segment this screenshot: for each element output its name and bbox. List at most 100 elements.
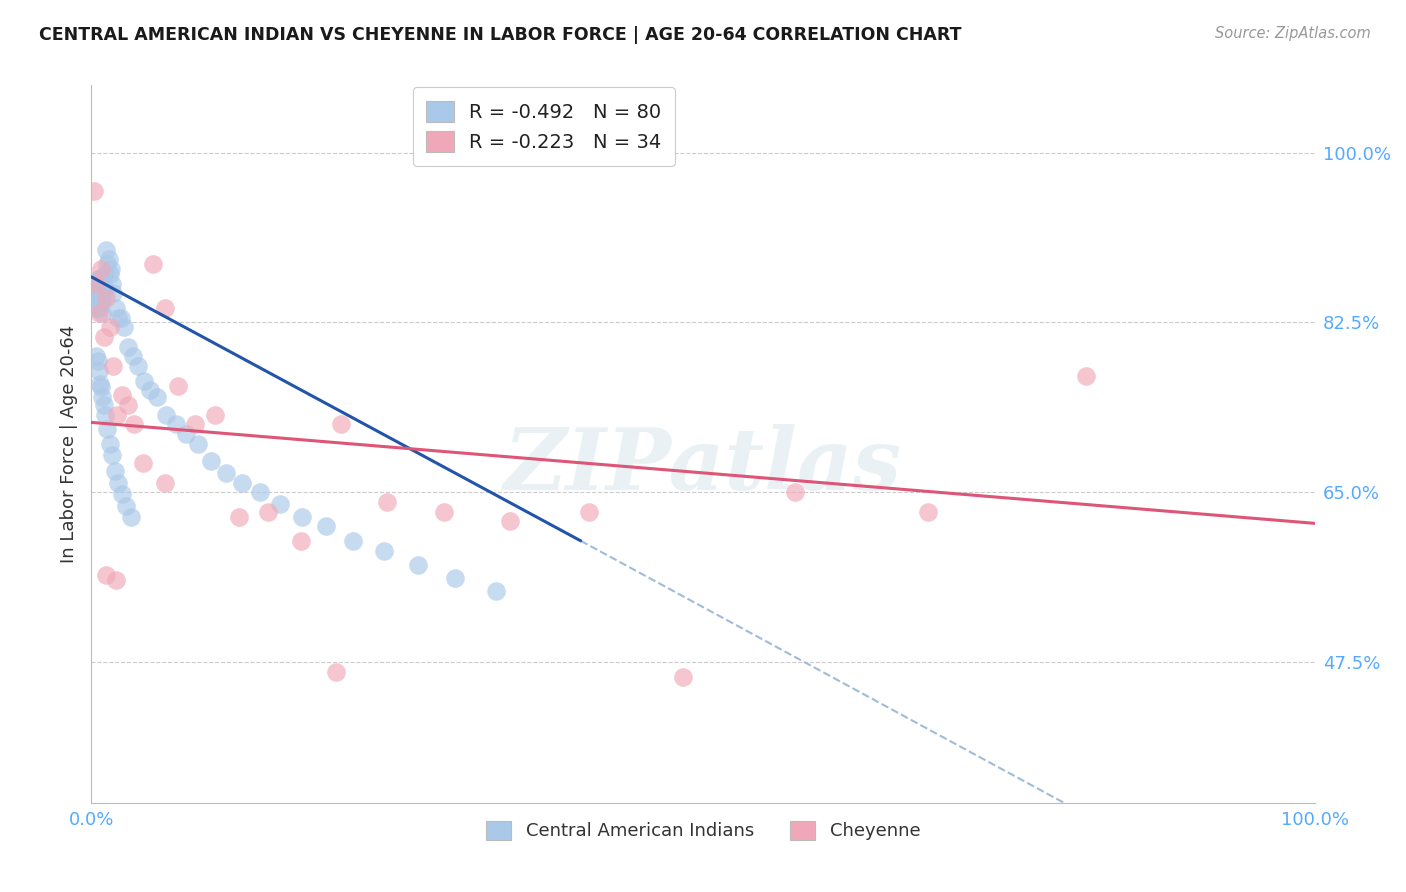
Point (86, 301, 108, 315)
Point (89, 272, 111, 286)
Point (153, 301, 176, 315)
Point (98, 320, 121, 334)
Point (96, 257, 118, 271)
Point (249, 485, 271, 500)
Point (443, 571, 465, 585)
Point (90, 284, 112, 298)
Point (342, 533, 364, 548)
Point (269, 497, 291, 511)
Point (91, 390, 114, 404)
Text: Source: ZipAtlas.com: Source: ZipAtlas.com (1215, 26, 1371, 41)
Point (107, 310, 129, 325)
Point (89, 286, 111, 301)
Point (315, 519, 337, 533)
Point (111, 487, 134, 501)
Point (200, 454, 222, 468)
Point (433, 505, 456, 519)
Point (84, 286, 107, 301)
Point (153, 475, 176, 490)
Point (104, 464, 127, 478)
Point (127, 359, 149, 373)
Point (132, 374, 155, 388)
Point (94, 291, 117, 305)
Point (917, 505, 939, 519)
Point (86, 286, 108, 301)
Point (174, 427, 197, 442)
Point (83, 185, 105, 199)
Point (90, 296, 112, 310)
Point (117, 398, 139, 412)
Point (93, 286, 115, 301)
Point (87, 272, 110, 286)
Point (87, 306, 110, 320)
Point (87, 291, 110, 305)
Point (485, 584, 508, 599)
Point (90, 262, 112, 277)
Point (96, 422, 118, 436)
Point (165, 417, 187, 432)
Point (256, 505, 278, 519)
Point (84, 301, 107, 315)
Point (117, 340, 139, 354)
Point (86, 354, 108, 368)
Point (98, 437, 121, 451)
Text: CENTRAL AMERICAN INDIAN VS CHEYENNE IN LABOR FORCE | AGE 20-64 CORRELATION CHART: CENTRAL AMERICAN INDIAN VS CHEYENNE IN L… (39, 26, 962, 44)
Point (141, 257, 163, 271)
Point (91, 306, 114, 320)
Point (89, 296, 111, 310)
Point (114, 499, 136, 513)
Point (83, 296, 105, 310)
Point (499, 515, 522, 529)
Y-axis label: In Labor Force | Age 20-64: In Labor Force | Age 20-64 (59, 325, 77, 563)
Text: ZIPatlas: ZIPatlas (503, 424, 903, 507)
Point (105, 408, 128, 422)
Point (94, 243, 117, 257)
Legend: Central American Indians, Cheyenne: Central American Indians, Cheyenne (478, 814, 928, 847)
Point (97, 252, 120, 267)
Point (329, 417, 352, 432)
Point (111, 388, 134, 402)
Point (93, 398, 115, 412)
Point (91, 293, 114, 307)
Point (139, 384, 162, 398)
Point (228, 509, 250, 524)
Point (204, 408, 226, 422)
Point (84, 277, 107, 291)
Point (84, 286, 107, 301)
Point (783, 485, 806, 500)
Point (120, 509, 142, 524)
Point (578, 505, 600, 519)
Point (187, 437, 209, 451)
Point (184, 417, 207, 432)
Point (146, 390, 169, 404)
Point (291, 509, 314, 524)
Point (90, 279, 112, 293)
Point (104, 573, 127, 587)
Point (83, 286, 105, 301)
Point (122, 350, 145, 364)
Point (101, 449, 124, 463)
Point (103, 359, 125, 373)
Point (90, 380, 112, 394)
Point (103, 286, 125, 301)
Point (325, 665, 347, 679)
Point (89, 376, 111, 391)
Point (104, 301, 127, 315)
Point (89, 281, 111, 295)
Point (84, 350, 107, 364)
Point (90, 291, 112, 305)
Point (93, 279, 115, 293)
Point (373, 543, 395, 558)
Point (215, 466, 238, 480)
Point (122, 417, 145, 432)
Point (86, 272, 108, 286)
Point (231, 475, 253, 490)
Point (84, 277, 107, 291)
Point (167, 378, 190, 392)
Point (87, 281, 110, 295)
Point (94, 408, 117, 422)
Point (406, 558, 429, 572)
Point (377, 495, 399, 509)
Point (93, 330, 115, 344)
Point (107, 475, 129, 490)
